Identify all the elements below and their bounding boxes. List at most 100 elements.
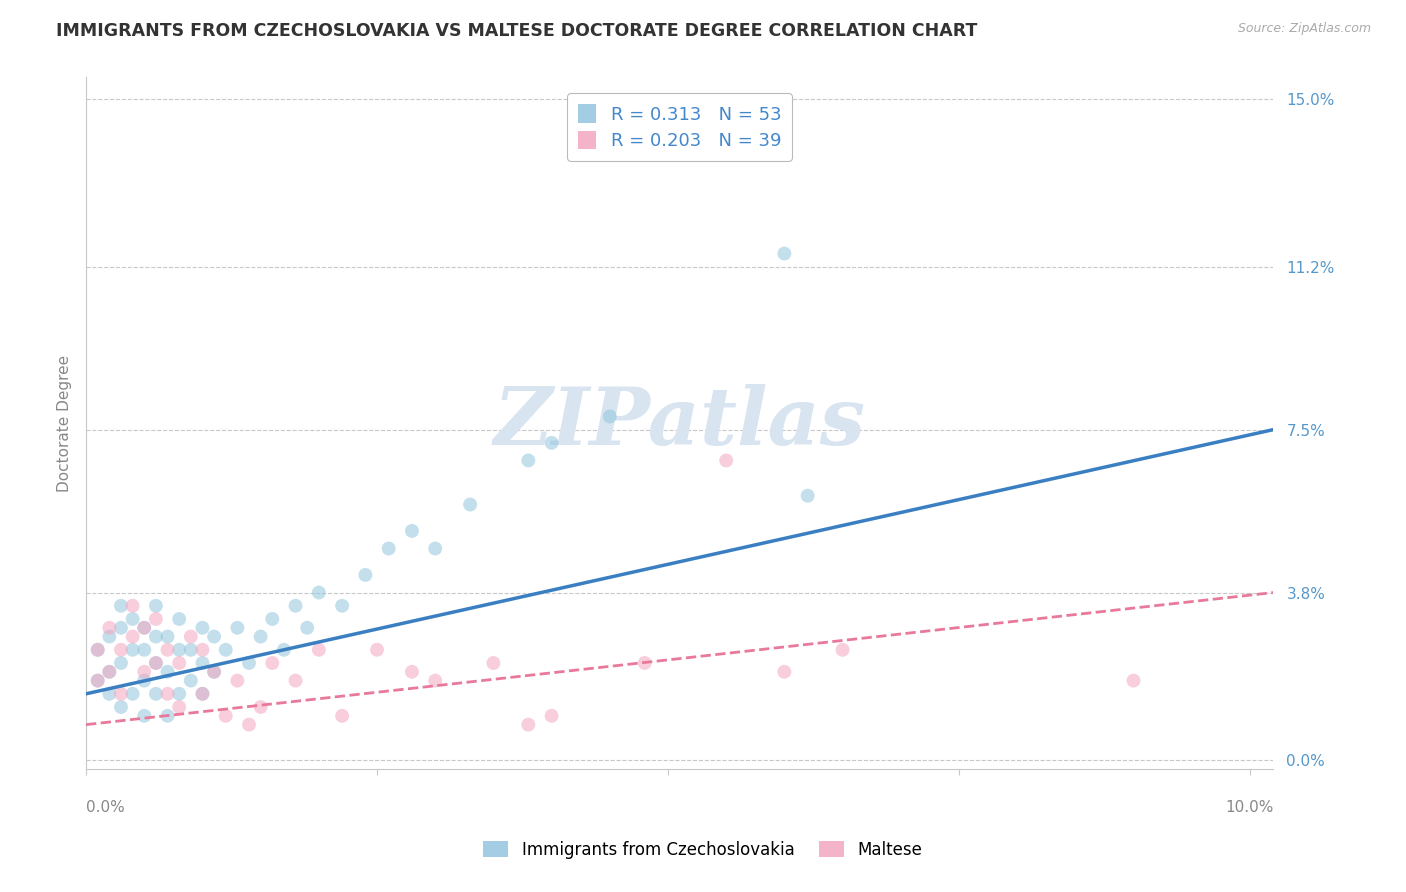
Text: 10.0%: 10.0% [1225, 800, 1274, 814]
Point [540, 435, 562, 450]
Point [215, 708, 238, 723]
Point [215, 642, 238, 657]
Point [86, 642, 108, 657]
Point [273, 642, 295, 657]
Point [145, 687, 167, 701]
Point [167, 700, 190, 714]
Point [773, 246, 796, 260]
Point [98, 621, 121, 635]
Point [180, 673, 202, 688]
Point [110, 656, 132, 670]
Point [121, 642, 143, 657]
Point [773, 665, 796, 679]
Point [134, 642, 156, 657]
Point [425, 673, 447, 688]
Point [145, 656, 167, 670]
Point [377, 541, 399, 556]
Point [121, 630, 143, 644]
Point [98, 630, 121, 644]
Point [156, 665, 179, 679]
Text: IMMIGRANTS FROM CZECHOSLOVAKIA VS MALTESE DOCTORATE DEGREE CORRELATION CHART: IMMIGRANTS FROM CZECHOSLOVAKIA VS MALTES… [56, 22, 977, 40]
Point [354, 568, 377, 582]
Point [284, 599, 307, 613]
Point [134, 621, 156, 635]
Text: ZIPatlas: ZIPatlas [494, 384, 866, 462]
Point [180, 642, 202, 657]
Point [191, 656, 214, 670]
Point [121, 612, 143, 626]
Point [238, 656, 260, 670]
Y-axis label: Doctorate Degree: Doctorate Degree [58, 354, 72, 491]
Point [517, 717, 540, 731]
Point [156, 642, 179, 657]
Point [295, 621, 318, 635]
Point [599, 409, 621, 424]
Point [238, 717, 260, 731]
Point [308, 642, 330, 657]
Point [86, 673, 108, 688]
Point [191, 687, 214, 701]
Point [167, 687, 190, 701]
Point [249, 630, 271, 644]
Point [167, 642, 190, 657]
Legend: R = 0.313   N = 53, R = 0.203   N = 39: R = 0.313 N = 53, R = 0.203 N = 39 [567, 94, 792, 161]
Point [366, 642, 388, 657]
Point [110, 687, 132, 701]
Point [226, 673, 249, 688]
Point [134, 621, 156, 635]
Point [249, 700, 271, 714]
Point [145, 599, 167, 613]
Point [202, 630, 225, 644]
Point [284, 673, 307, 688]
Point [401, 524, 423, 538]
Point [831, 642, 853, 657]
Point [330, 708, 353, 723]
Point [98, 665, 121, 679]
Point [458, 498, 481, 512]
Point [98, 665, 121, 679]
Point [110, 599, 132, 613]
Point [121, 599, 143, 613]
Point [191, 621, 214, 635]
Point [110, 700, 132, 714]
Point [191, 642, 214, 657]
Point [482, 656, 505, 670]
Point [145, 630, 167, 644]
Point [401, 665, 423, 679]
Point [330, 599, 353, 613]
Point [634, 656, 657, 670]
Point [156, 687, 179, 701]
Point [226, 621, 249, 635]
Point [86, 673, 108, 688]
Point [1122, 673, 1144, 688]
Point [180, 630, 202, 644]
Point [134, 673, 156, 688]
Point [121, 687, 143, 701]
Point [796, 489, 818, 503]
Point [714, 453, 737, 467]
Text: 0.0%: 0.0% [86, 800, 125, 814]
Point [308, 585, 330, 599]
Point [145, 656, 167, 670]
Point [86, 642, 108, 657]
Point [540, 708, 562, 723]
Point [191, 687, 214, 701]
Point [262, 612, 284, 626]
Point [425, 541, 447, 556]
Point [167, 612, 190, 626]
Point [202, 665, 225, 679]
Point [110, 621, 132, 635]
Point [167, 656, 190, 670]
Point [98, 687, 121, 701]
Point [156, 708, 179, 723]
Text: Source: ZipAtlas.com: Source: ZipAtlas.com [1237, 22, 1371, 36]
Point [202, 665, 225, 679]
Point [517, 453, 540, 467]
Point [134, 665, 156, 679]
Legend: Immigrants from Czechoslovakia, Maltese: Immigrants from Czechoslovakia, Maltese [477, 835, 929, 866]
Point [145, 612, 167, 626]
Point [110, 642, 132, 657]
Point [134, 708, 156, 723]
Point [262, 656, 284, 670]
Point [156, 630, 179, 644]
